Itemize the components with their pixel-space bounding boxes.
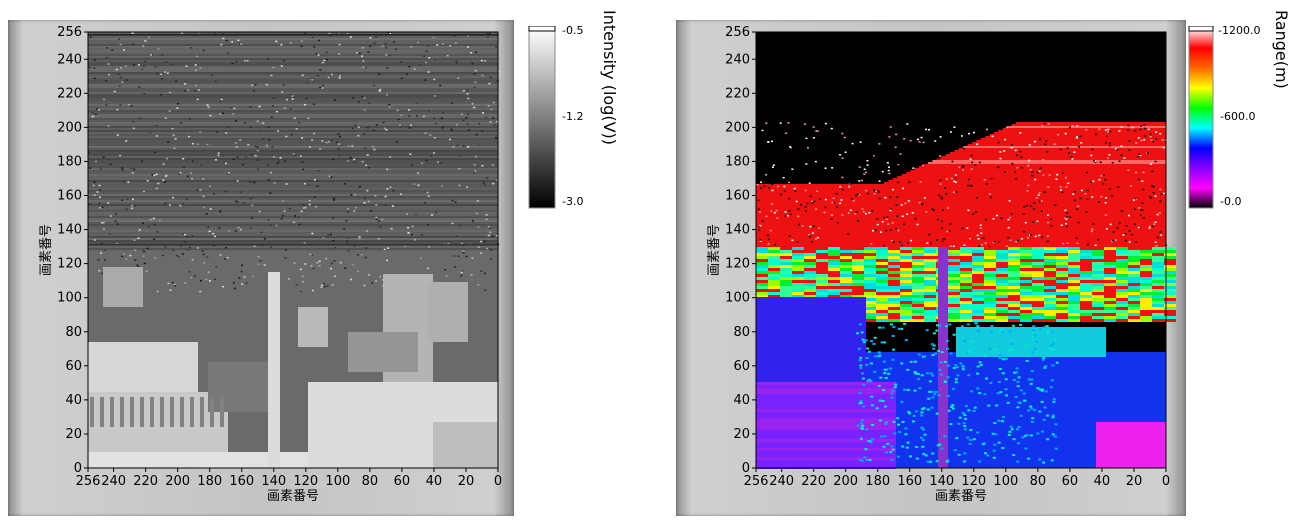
range-y-tick-label: 220 <box>725 86 750 101</box>
intensity-x-tick-label: 60 <box>394 474 411 489</box>
range-colorbar-marker <box>1188 26 1214 32</box>
range-colorbar-gradient <box>1188 27 1214 209</box>
intensity-plot-frame <box>87 31 499 469</box>
intensity-y-tick-label: 180 <box>57 154 82 169</box>
intensity-x-axis-label: 画素番号 <box>267 489 319 504</box>
range-y-tick-label: 60 <box>733 359 750 374</box>
range-x-tick-label: 100 <box>993 474 1018 489</box>
range-x-tick-label: 120 <box>961 474 986 489</box>
intensity-image <box>88 32 500 468</box>
intensity-colorbar-tick-top: -0.5 <box>562 24 584 37</box>
intensity-colorbar-tick-mid: -1.2 <box>562 110 584 123</box>
intensity-x-tick-label: 240 <box>101 474 126 489</box>
range-y-tick-label: 200 <box>725 120 750 135</box>
intensity-x-tick-label: 220 <box>133 474 158 489</box>
range-colorbar-tick-mid: -600.0 <box>1220 110 1256 123</box>
range-x-tick-label: 60 <box>1062 474 1079 489</box>
range-y-axis-label: 画素番号 <box>707 224 722 276</box>
intensity-y-tick-label: 60 <box>65 359 82 374</box>
intensity-y-tick-label: 240 <box>57 52 82 67</box>
range-x-tick-label: 240 <box>769 474 794 489</box>
range-image <box>756 32 1176 469</box>
range-y-tick-label: 140 <box>725 223 750 238</box>
range-x-tick-label: 160 <box>897 474 922 489</box>
range-x-tick-label: 256 <box>744 474 769 489</box>
intensity-x-tick-label: 256 <box>76 474 101 489</box>
intensity-x-tick-label: 0 <box>494 474 502 489</box>
intensity-colorbar-tick-bottom: -3.0 <box>562 195 584 208</box>
intensity-colorbar-title: Intensity (log(V)) <box>600 10 619 146</box>
intensity-y-tick-label: 80 <box>65 325 82 340</box>
range-heatmap-chart: 256 240 220 200 180 160 140 120 100 80 60 40 20 02562… <box>707 25 1176 504</box>
range-y-tick-label: 240 <box>725 52 750 67</box>
intensity-x-tick-label: 140 <box>261 474 286 489</box>
range-x-tick-label: 200 <box>833 474 858 489</box>
range-y-tick-label: 40 <box>733 393 750 408</box>
intensity-y-tick-label: 220 <box>57 86 82 101</box>
range-x-axis-label: 画素番号 <box>935 489 987 504</box>
intensity-heatmap-chart: 256 240 220 200 180 160 140 120 100 80 60 40 20 02562… <box>39 25 502 504</box>
range-colorbar-tick-bottom: -0.0 <box>1220 195 1242 208</box>
intensity-y-tick-label: 20 <box>65 427 82 442</box>
intensity-x-tick-label: 180 <box>197 474 222 489</box>
intensity-colorbar-gradient <box>528 27 556 209</box>
range-plot-frame <box>755 31 1167 469</box>
range-x-tick-label: 80 <box>1030 474 1047 489</box>
intensity-x-tick-label: 120 <box>293 474 318 489</box>
range-y-tick-label: 100 <box>725 291 750 306</box>
intensity-x-tick-label: 200 <box>165 474 190 489</box>
intensity-x-tick-label: 20 <box>458 474 475 489</box>
intensity-x-tick-label: 80 <box>362 474 379 489</box>
range-y-tick-label: 160 <box>725 189 750 204</box>
range-y-tick-label: 80 <box>733 325 750 340</box>
intensity-y-tick-label: 160 <box>57 189 82 204</box>
intensity-x-tick-label: 40 <box>426 474 443 489</box>
range-y-tick-label: 0 <box>742 461 750 476</box>
intensity-chart-panel: 256 240 220 200 180 160 140 120 100 80 60 40 20 0 256 2… <box>8 20 514 516</box>
intensity-y-tick-label: 200 <box>57 120 82 135</box>
range-colorbar-tick-top: -1200.0 <box>1218 24 1261 37</box>
intensity-y-tick-label: 40 <box>65 393 82 408</box>
intensity-y-tick-label: 140 <box>57 223 82 238</box>
range-y-tick-label: 256 <box>725 25 750 40</box>
intensity-colorbar-marker <box>528 26 556 32</box>
range-y-tick-label: 120 <box>725 257 750 272</box>
range-x-tick-label: 40 <box>1094 474 1111 489</box>
range-x-tick-label: 140 <box>929 474 954 489</box>
intensity-x-tick-label: 100 <box>325 474 350 489</box>
range-y-tick-label: 180 <box>725 154 750 169</box>
intensity-y-tick-label: 0 <box>74 461 82 476</box>
range-colorbar <box>1188 26 1214 209</box>
range-x-tick-label: 20 <box>1126 474 1143 489</box>
range-colorbar-title: Range(m) <box>1272 10 1291 89</box>
range-x-tick-label: 0 <box>1162 474 1170 489</box>
range-x-tick-label: 180 <box>865 474 890 489</box>
intensity-y-tick-label: 256 <box>57 25 82 40</box>
intensity-y-tick-label: 120 <box>57 257 82 272</box>
range-y-tick-label: 20 <box>733 427 750 442</box>
range-chart-panel: 256 240 220 200 180 160 140 120 100 80 60 40 20 0 256 2… <box>676 20 1186 516</box>
intensity-x-tick-label: 160 <box>229 474 254 489</box>
intensity-y-tick-label: 100 <box>57 291 82 306</box>
intensity-colorbar <box>528 26 556 209</box>
intensity-y-axis-label: 画素番号 <box>39 224 54 276</box>
range-x-tick-label: 220 <box>801 474 826 489</box>
